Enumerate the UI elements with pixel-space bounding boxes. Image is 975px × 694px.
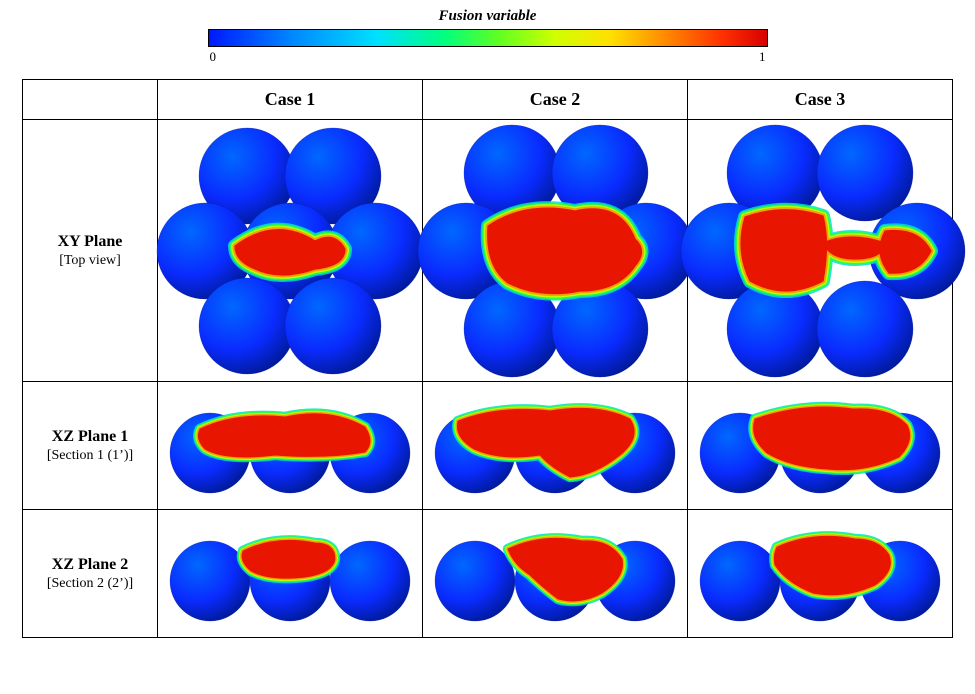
table-row-xz2: XZ Plane 2[Section 2 (2’)] — [23, 510, 953, 638]
simulation-svg — [430, 131, 680, 371]
colorbar-gradient — [208, 29, 768, 47]
simulation-panel — [165, 397, 415, 495]
cell-xz1-case1 — [158, 382, 423, 510]
colorbar-legend: Fusion variable 0 1 — [208, 8, 768, 65]
figure-table: Case 1 Case 2 Case 3 XY Plane[Top view]X… — [22, 79, 953, 638]
row-label-xz2: XZ Plane 2[Section 2 (2’)] — [23, 510, 158, 638]
header-case1: Case 1 — [158, 80, 423, 120]
simulation-svg — [430, 397, 680, 495]
simulation-svg — [165, 131, 415, 371]
colorbar-ticks: 0 1 — [208, 49, 768, 65]
cell-xz2-case3 — [688, 510, 953, 638]
simulation-panel — [165, 525, 415, 623]
cell-xz2-case2 — [423, 510, 688, 638]
row-label-sub: [Top view] — [27, 252, 153, 270]
table-row-xy: XY Plane[Top view] — [23, 120, 953, 382]
simulation-svg — [695, 131, 945, 371]
simulation-svg — [430, 525, 680, 623]
cell-xy-case1 — [158, 120, 423, 382]
simulation-panel — [695, 131, 945, 371]
legend-title: Fusion variable — [208, 8, 768, 25]
colorbar-max-label: 1 — [759, 49, 766, 65]
cell-xy-case3 — [688, 120, 953, 382]
simulation-svg — [695, 525, 945, 623]
cell-xz1-case2 — [423, 382, 688, 510]
row-label-main: XY Plane — [27, 232, 153, 252]
row-label-main: XZ Plane 2 — [27, 555, 153, 575]
header-blank — [23, 80, 158, 120]
cell-xz1-case3 — [688, 382, 953, 510]
table-row-xz1: XZ Plane 1[Section 1 (1’)] — [23, 382, 953, 510]
header-case2: Case 2 — [423, 80, 688, 120]
simulation-panel — [695, 525, 945, 623]
simulation-panel — [430, 525, 680, 623]
row-label-xy: XY Plane[Top view] — [23, 120, 158, 382]
colorbar-min-label: 0 — [210, 49, 217, 65]
cell-xy-case2 — [423, 120, 688, 382]
simulation-panel — [430, 131, 680, 371]
simulation-svg — [165, 525, 415, 623]
table-header-row: Case 1 Case 2 Case 3 — [23, 80, 953, 120]
row-label-xz1: XZ Plane 1[Section 1 (1’)] — [23, 382, 158, 510]
cell-xz2-case1 — [158, 510, 423, 638]
simulation-panel — [695, 397, 945, 495]
row-label-sub: [Section 1 (1’)] — [27, 447, 153, 465]
simulation-svg — [165, 397, 415, 495]
simulation-panel — [430, 397, 680, 495]
simulation-svg — [695, 397, 945, 495]
row-label-sub: [Section 2 (2’)] — [27, 575, 153, 593]
simulation-panel — [165, 131, 415, 371]
header-case3: Case 3 — [688, 80, 953, 120]
row-label-main: XZ Plane 1 — [27, 427, 153, 447]
